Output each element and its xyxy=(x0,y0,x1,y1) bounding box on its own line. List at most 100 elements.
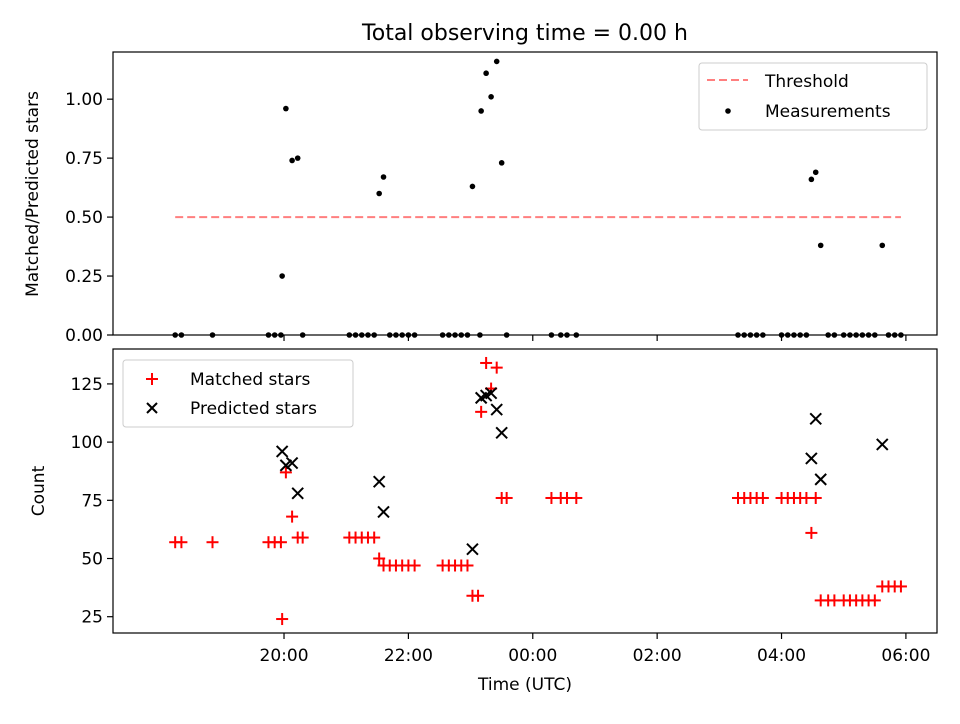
measurement-point xyxy=(784,332,791,338)
legend-threshold-label: Threshold xyxy=(764,72,849,92)
predicted-point xyxy=(275,445,289,458)
bottom-legend: Matched stars Predicted stars xyxy=(122,359,354,428)
top-series xyxy=(172,58,904,338)
x-tick-label: 02:00 xyxy=(633,646,682,666)
measurement-point xyxy=(469,183,476,190)
measurement-point xyxy=(488,94,494,100)
measurement-point xyxy=(439,332,446,338)
measurement-point xyxy=(741,332,748,338)
matched-point xyxy=(408,559,421,572)
predicted-point xyxy=(490,403,503,416)
measurement-point xyxy=(853,332,859,338)
predicted-point xyxy=(495,426,508,440)
measurement-point xyxy=(573,332,580,338)
legend-predicted-swatch xyxy=(146,402,158,414)
legend-measurements-swatch xyxy=(725,108,731,114)
measurement-point xyxy=(299,332,306,338)
measurement-point xyxy=(405,332,412,338)
matched-point xyxy=(756,491,769,504)
bottom-x-ticks: 20:00 22:00 00:00 02:00 04:00 06:00 xyxy=(260,633,930,666)
predicted-point xyxy=(285,456,299,470)
measurement-point xyxy=(172,332,178,338)
top-y-tick-label: 1.00 xyxy=(65,90,103,110)
bottom-y-tick-label: 100 xyxy=(71,433,103,453)
measurement-point xyxy=(376,190,382,197)
measurement-point xyxy=(840,332,847,338)
measurement-point xyxy=(346,332,353,338)
x-tick-label: 04:00 xyxy=(757,646,806,666)
predicted-point xyxy=(466,542,479,556)
measurement-point xyxy=(464,332,471,338)
measurement-point xyxy=(797,332,803,338)
top-y-tick-label: 0.00 xyxy=(65,326,103,346)
measurement-point xyxy=(265,332,272,338)
top-plot-frame xyxy=(112,51,938,336)
measurement-point xyxy=(817,242,824,249)
measurement-point xyxy=(279,273,285,279)
measurement-point xyxy=(778,332,785,338)
matched-point xyxy=(490,361,503,374)
predicted-point xyxy=(814,473,827,486)
measurement-point xyxy=(791,332,797,338)
measurement-point xyxy=(808,176,815,183)
top-legend: Threshold Measurements xyxy=(698,62,928,131)
bottom-y-axis-label: Count xyxy=(29,465,49,516)
bottom-panel: Count Time (UTC) 25 50 75 100 125 20:00 22:00… xyxy=(29,348,938,695)
matched-point xyxy=(868,594,881,607)
measurement-point xyxy=(365,332,371,338)
measurement-point xyxy=(865,332,872,338)
x-tick-label: 20:00 xyxy=(260,646,309,666)
measurement-point xyxy=(446,332,452,338)
predicted-point xyxy=(377,505,390,519)
matched-point xyxy=(475,405,488,418)
legend-measurements-label: Measurements xyxy=(765,102,891,122)
measurement-point xyxy=(891,332,898,338)
measurement-point xyxy=(879,242,886,249)
predicted-point xyxy=(484,387,498,400)
measurement-point xyxy=(393,332,399,338)
measurement-point xyxy=(548,332,555,338)
measurement-point xyxy=(760,332,766,338)
measurement-point xyxy=(735,332,741,338)
measurement-point xyxy=(209,332,216,338)
bottom-y-tick-label: 25 xyxy=(81,608,103,628)
predicted-point xyxy=(809,412,822,426)
measurement-point xyxy=(872,332,878,338)
measurement-point xyxy=(458,332,465,338)
measurement-point xyxy=(178,332,185,338)
top-x-ticks xyxy=(283,335,907,341)
measurement-point xyxy=(753,332,760,338)
matched-point xyxy=(461,559,474,572)
measurement-point xyxy=(380,174,387,180)
bottom-y-tick-label: 125 xyxy=(71,375,103,395)
matched-point xyxy=(276,613,289,626)
legend-matched-label: Matched stars xyxy=(190,370,310,390)
measurement-point xyxy=(352,332,359,338)
measurement-point xyxy=(271,332,278,338)
matched-point xyxy=(805,526,818,539)
top-y-tick-label: 0.75 xyxy=(65,149,103,169)
bottom-legend-box xyxy=(122,359,354,428)
measurement-point xyxy=(557,332,564,338)
matched-point xyxy=(809,491,822,504)
measurement-point xyxy=(831,332,838,338)
measurement-point xyxy=(803,332,810,338)
matched-point xyxy=(279,466,292,479)
top-panel: Matched/Predicted stars 0.00 0.25 0.50 0.75… xyxy=(23,51,938,346)
matched-point xyxy=(570,491,583,504)
measurement-point xyxy=(898,332,904,338)
predicted-point xyxy=(372,475,386,488)
matched-point xyxy=(296,531,309,544)
predicted-point xyxy=(805,452,818,465)
top-y-ticks: 0.00 0.25 0.50 0.75 1.00 xyxy=(65,90,113,346)
measurement-point xyxy=(483,70,489,77)
x-tick-label: 00:00 xyxy=(508,646,557,666)
top-legend-box xyxy=(698,62,928,131)
top-y-axis-label: Matched/Predicted stars xyxy=(23,91,43,297)
measurement-point xyxy=(477,332,483,338)
bottom-y-tick-label: 50 xyxy=(81,550,103,570)
matched-point xyxy=(206,536,219,549)
top-y-tick-label: 0.50 xyxy=(65,208,103,228)
x-tick-label: 22:00 xyxy=(384,646,433,666)
measurement-point xyxy=(399,332,405,338)
